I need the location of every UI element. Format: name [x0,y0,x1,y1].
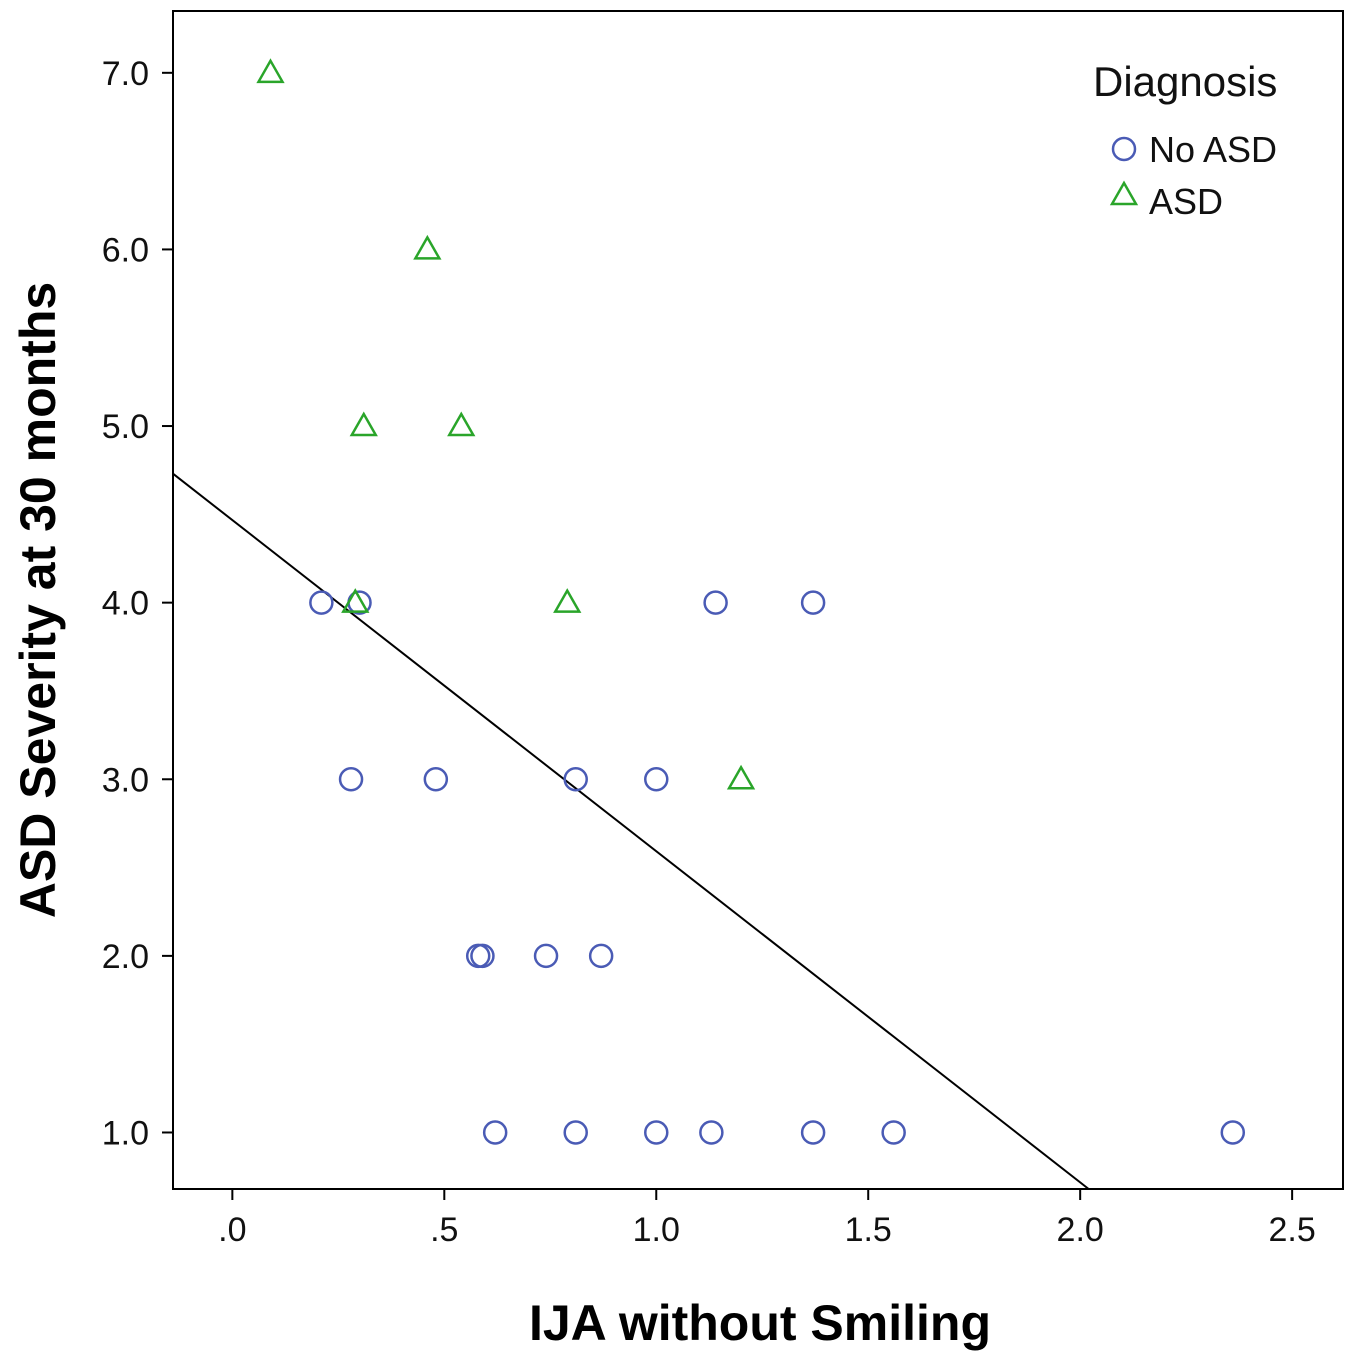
y-tick-label: 5.0 [102,408,149,446]
point-no-asd [699,1120,724,1145]
y-tick-label: 1.0 [102,1114,149,1152]
point-asd [349,411,378,437]
point-no-asd [563,1120,588,1145]
point-no-asd [644,767,669,792]
point-asd [413,234,442,260]
point-no-asd [800,1120,826,1145]
point-asd [553,588,582,613]
point-no-asd [703,590,728,615]
y-tick-label: 2.0 [102,938,149,976]
y-tick-label: 3.0 [102,761,149,799]
legend-label-asd: ASD [1149,181,1223,222]
regression-line [172,472,1090,1190]
point-no-asd [881,1120,906,1145]
point-no-asd [1220,1120,1246,1145]
point-no-asd [309,590,334,615]
point-no-asd [800,590,826,615]
point-asd [256,58,285,84]
data-points [256,58,1246,1145]
x-tick-label: 2.5 [1268,1211,1315,1249]
point-no-asd [588,943,614,969]
x-tick-label: 1.5 [845,1211,892,1249]
y-tick-label: 6.0 [102,231,149,269]
point-asd [341,588,370,613]
x-tick-label: .5 [430,1211,458,1249]
axis-ticks: .0 .5 1.0 1.5 2.0 2.5 1.0 2.0 3.0 4.0 5.0 6.0 7.0 [102,55,1316,1249]
point-no-asd [563,767,588,792]
legend: Diagnosis No ASD ASD [1093,58,1277,222]
x-tick-label: 1.0 [633,1211,680,1249]
y-tick-label: 7.0 [102,55,149,93]
point-no-asd [470,943,495,969]
point-no-asd [644,1120,669,1145]
x-axis-title: IJA without Smiling [529,1295,991,1351]
plot-frame [172,10,1344,1190]
x-tick-label: .0 [218,1211,246,1249]
point-asd [447,411,476,437]
y-axis-title: ASD Severity at 30 months [10,282,66,918]
point-no-asd [338,767,364,792]
x-tick-label: 2.0 [1057,1211,1104,1249]
legend-marker-no-asd [1111,136,1137,162]
legend-marker-asd [1109,180,1139,206]
fit-line-layer [172,472,1090,1190]
y-tick-label: 4.0 [102,585,149,623]
point-no-asd [423,767,449,792]
legend-title: Diagnosis [1093,58,1277,105]
point-asd [726,764,756,790]
legend-label-no-asd: No ASD [1149,129,1277,170]
point-no-asd [482,1120,508,1145]
point-no-asd [533,943,559,969]
